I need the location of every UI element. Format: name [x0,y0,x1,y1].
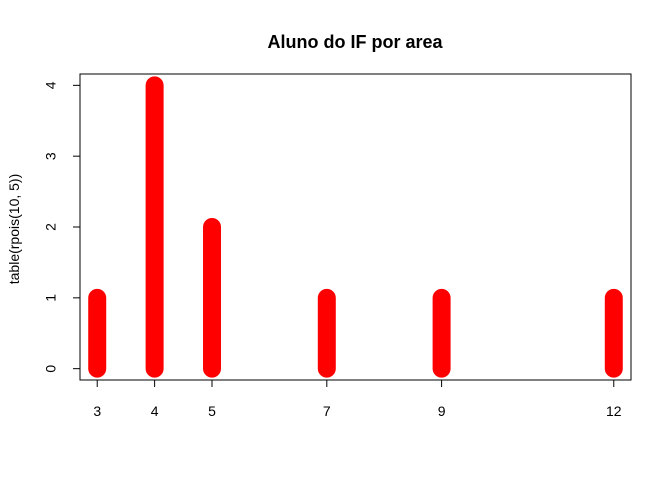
bars-group [88,76,623,378]
x-tick-label: 12 [606,403,622,419]
y-axis-title: table(rpois(10, 5)) [6,174,22,285]
x-tick-label: 3 [93,403,101,419]
y-tick-label: 2 [43,223,59,231]
y-tick-label: 4 [43,81,59,89]
x-tick-label: 4 [151,403,159,419]
y-axis: 0 1 2 3 4 [43,81,81,373]
chart-title: Aluno do IF por area [267,32,443,52]
x-tick-label: 5 [208,403,216,419]
x-tick-label: 9 [438,403,446,419]
x-tick-label: 7 [323,403,331,419]
y-tick-label: 1 [43,294,59,302]
y-tick-label: 0 [43,365,59,373]
y-tick-label: 3 [43,152,59,160]
x-axis: 3 4 5 7 9 12 [93,379,622,419]
